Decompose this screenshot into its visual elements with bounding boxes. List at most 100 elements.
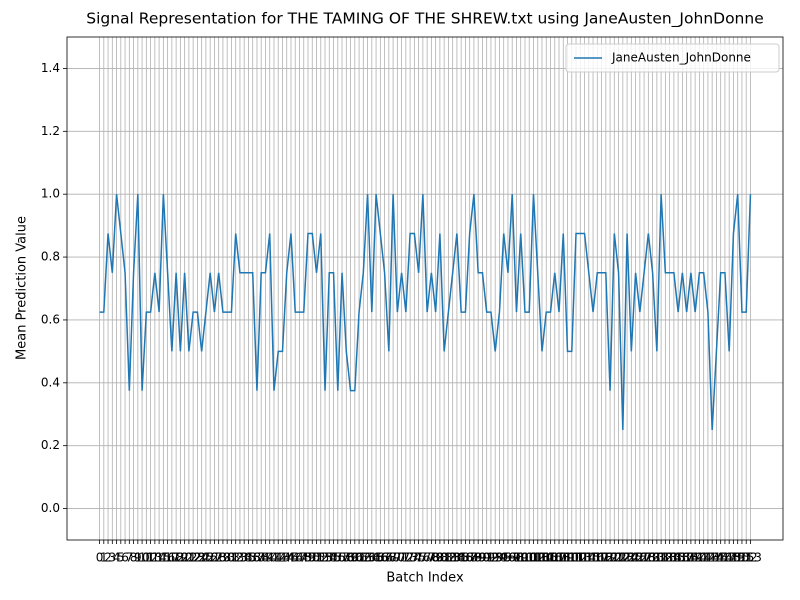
chart-title: Signal Representation for THE TAMING OF … xyxy=(86,10,764,29)
x-tick-label: 105 xyxy=(535,551,558,565)
x-tick-label: 100 xyxy=(514,551,537,565)
x-tick-label: 148 xyxy=(718,551,741,565)
x-tick-label: 104 xyxy=(531,551,554,565)
x-tick-label: 19 xyxy=(173,551,188,565)
x-tick-label: 71 xyxy=(394,551,409,565)
x-tick-label: 38 xyxy=(254,551,269,565)
x-tick-label: 58 xyxy=(339,551,354,565)
x-tick-label: 49 xyxy=(300,551,315,565)
x-tick-label: 82 xyxy=(441,551,456,565)
x-tick-label: 17 xyxy=(164,551,179,565)
y-tick-label: 0.4 xyxy=(41,375,60,389)
x-tick-label: 83 xyxy=(445,551,460,565)
x-tick-label: 97 xyxy=(505,551,520,565)
x-tick-label: 57 xyxy=(334,551,349,565)
x-tick-label: 121 xyxy=(603,551,626,565)
x-tick-label: 72 xyxy=(398,551,413,565)
x-tick-label: 144 xyxy=(701,551,724,565)
x-tick-label: 149 xyxy=(722,551,745,565)
x-tick-label: 92 xyxy=(483,551,498,565)
x-tick-label: 37 xyxy=(249,551,264,565)
x-tick-label: 2 xyxy=(104,551,112,565)
x-tick-label: 8 xyxy=(130,551,138,565)
y-axis-label: Mean Prediction Value xyxy=(15,216,30,360)
x-tick-label: 45 xyxy=(283,551,298,565)
x-tick-label: 4 xyxy=(113,551,121,565)
x-tick-label: 46 xyxy=(288,551,303,565)
x-tick-label: 103 xyxy=(526,551,549,565)
x-tick-label: 133 xyxy=(654,551,677,565)
data-line xyxy=(99,194,752,431)
x-tick-label: 36 xyxy=(245,551,260,565)
x-tick-label: 23 xyxy=(190,551,205,565)
x-tick-label: 152 xyxy=(735,551,758,565)
x-tick-label: 75 xyxy=(411,551,426,565)
x-tick-label: 111 xyxy=(560,551,583,565)
x-tick-label: 73 xyxy=(402,551,417,565)
y-tick-label: 0.0 xyxy=(41,501,60,515)
x-tick-label: 141 xyxy=(688,551,711,565)
x-tick-label: 62 xyxy=(356,551,371,565)
x-tick-label: 40 xyxy=(262,551,277,565)
x-tick-label: 85 xyxy=(454,551,469,565)
x-tick-label: 96 xyxy=(500,551,515,565)
x-tick-label: 16 xyxy=(160,551,175,565)
x-tick-label: 21 xyxy=(181,551,196,565)
x-tick-label: 59 xyxy=(343,551,358,565)
x-tick-label: 128 xyxy=(633,551,656,565)
x-tick-label: 108 xyxy=(548,551,571,565)
x-tick-label: 110 xyxy=(556,551,579,565)
x-tick-label: 34 xyxy=(237,551,252,565)
x-tick-label: 120 xyxy=(599,551,622,565)
y-tick-label: 1.2 xyxy=(41,124,60,138)
x-tick-label: 14 xyxy=(151,551,166,565)
x-tick-label: 5 xyxy=(117,551,125,565)
x-tick-label: 26 xyxy=(203,551,218,565)
y-tick-label: 0.8 xyxy=(41,250,60,264)
x-tick-label: 50 xyxy=(305,551,320,565)
x-tick-label: 124 xyxy=(616,551,639,565)
x-tick-label: 143 xyxy=(696,551,719,565)
x-tick-label: 43 xyxy=(275,551,290,565)
x-tick-label: 122 xyxy=(607,551,630,565)
x-tick-label: 135 xyxy=(662,551,685,565)
x-tick-label: 88 xyxy=(466,551,481,565)
x-tick-label: 30 xyxy=(220,551,235,565)
x-tick-label: 91 xyxy=(479,551,494,565)
x-tick-label: 29 xyxy=(215,551,230,565)
x-tick-label: 31 xyxy=(224,551,239,565)
x-tick-label: 115 xyxy=(577,551,600,565)
x-tick-label: 42 xyxy=(271,551,286,565)
x-tick-label: 78 xyxy=(424,551,439,565)
legend-label: JaneAusten_JohnDonne xyxy=(611,51,751,65)
x-tick-label: 27 xyxy=(207,551,222,565)
x-tick-label: 0 xyxy=(96,551,104,565)
x-tick-label: 102 xyxy=(522,551,545,565)
x-tick-label: 90 xyxy=(475,551,490,565)
x-tick-label: 137 xyxy=(671,551,694,565)
x-tick-label: 138 xyxy=(675,551,698,565)
x-tick-label: 1 xyxy=(100,551,108,565)
x-tick-label: 63 xyxy=(360,551,375,565)
x-tick-label: 67 xyxy=(377,551,392,565)
x-tick-label: 107 xyxy=(543,551,566,565)
x-tick-label: 18 xyxy=(168,551,183,565)
x-tick-label: 47 xyxy=(292,551,307,565)
x-tick-label: 127 xyxy=(628,551,651,565)
x-tick-label: 129 xyxy=(637,551,660,565)
x-tick-label: 145 xyxy=(705,551,728,565)
x-tick-label: 11 xyxy=(139,551,154,565)
x-tick-label: 22 xyxy=(185,551,200,565)
x-tick-label: 74 xyxy=(407,551,422,565)
y-tick-label: 0.6 xyxy=(41,312,60,326)
x-tick-label: 89 xyxy=(471,551,486,565)
legend-box xyxy=(565,43,780,73)
plot-frame xyxy=(66,36,784,541)
x-tick-label: 130 xyxy=(641,551,664,565)
x-tick-label: 20 xyxy=(177,551,192,565)
x-tick-label: 112 xyxy=(565,551,588,565)
x-tick-label: 33 xyxy=(232,551,247,565)
x-tick-label: 136 xyxy=(667,551,690,565)
x-tick-label: 25 xyxy=(198,551,213,565)
x-tick-label: 55 xyxy=(326,551,341,565)
